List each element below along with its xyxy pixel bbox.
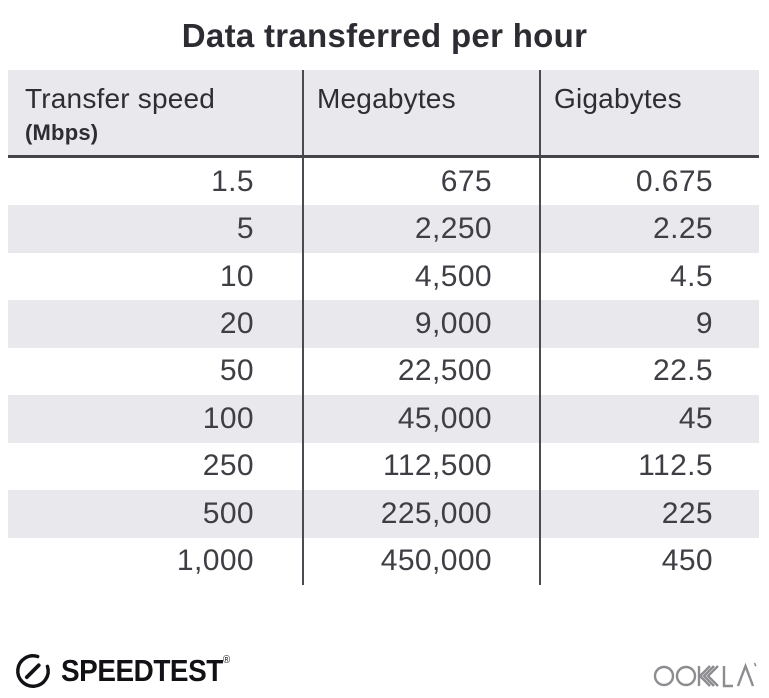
cell-megabytes: 112,500	[302, 442, 539, 491]
table-row: 10 4,500 4.5	[8, 252, 759, 301]
speedtest-logo: SPEEDTEST®	[14, 650, 249, 692]
header-label: Transfer speed	[25, 83, 216, 114]
cell-gigabytes: 45	[539, 395, 759, 443]
cell-gigabytes: 112.5	[539, 442, 759, 491]
cell-megabytes: 2,250	[302, 205, 539, 253]
cell-gigabytes: 22.5	[539, 347, 759, 396]
cell-gigabytes: 0.675	[539, 158, 759, 206]
cell-megabytes: 675	[302, 158, 539, 206]
cell-speed: 500	[202, 496, 254, 530]
table-row: 1,000 450,000 450	[8, 537, 759, 585]
cell-gigabytes: 4.5	[539, 252, 759, 301]
cell-speed: 10	[219, 259, 254, 293]
cell-speed: 20	[219, 307, 254, 341]
cell-speed: 50	[219, 354, 254, 388]
cell-gigabytes: 225	[539, 490, 759, 538]
cell-megabytes: 450,000	[302, 537, 539, 585]
cell-speed: 1.5	[211, 164, 254, 198]
ookla-logo	[653, 660, 757, 693]
page-title: Data transferred per hour	[181, 17, 588, 54]
header-label: Gigabytes	[554, 83, 682, 114]
header-sublabel: (Mbps)	[25, 120, 99, 145]
cell-speed: 100	[202, 401, 254, 435]
speedtest-wordmark: SPEEDTEST®	[61, 653, 231, 688]
cell-megabytes: 45,000	[302, 395, 539, 443]
table-row: 250 112,500 112.5	[8, 442, 759, 491]
header-megabytes: Megabytes	[302, 70, 539, 155]
header-transfer-speed: Transfer speed (Mbps)	[8, 70, 302, 155]
table-row: 1.5 675 0.675	[8, 158, 759, 206]
table-row: 5 2,250 2.25	[8, 205, 759, 253]
registered-mark: ®	[222, 654, 231, 666]
speedtest-gauge-icon	[14, 652, 52, 690]
cell-gigabytes: 2.25	[539, 205, 759, 253]
cell-gigabytes: 450	[539, 537, 759, 585]
header-label: Megabytes	[317, 83, 456, 114]
cell-speed: 1,000	[176, 544, 254, 578]
cell-megabytes: 225,000	[302, 490, 539, 538]
header-gigabytes: Gigabytes	[539, 70, 759, 155]
table-row: 100 45,000 45	[8, 395, 759, 443]
table-row: 50 22,500 22.5	[8, 347, 759, 396]
table-row: 20 9,000 9	[8, 300, 759, 348]
table-header-row: Transfer speed (Mbps) Megabytes Gigabyte…	[8, 70, 759, 158]
cell-gigabytes: 9	[539, 300, 759, 348]
cell-megabytes: 4,500	[302, 252, 539, 301]
cell-megabytes: 9,000	[302, 300, 539, 348]
cell-speed: 250	[202, 449, 254, 483]
cell-megabytes: 22,500	[302, 347, 539, 396]
data-table: Transfer speed (Mbps) Megabytes Gigabyte…	[8, 70, 759, 585]
cell-speed: 5	[236, 212, 254, 246]
table-row: 500 225,000 225	[8, 490, 759, 538]
